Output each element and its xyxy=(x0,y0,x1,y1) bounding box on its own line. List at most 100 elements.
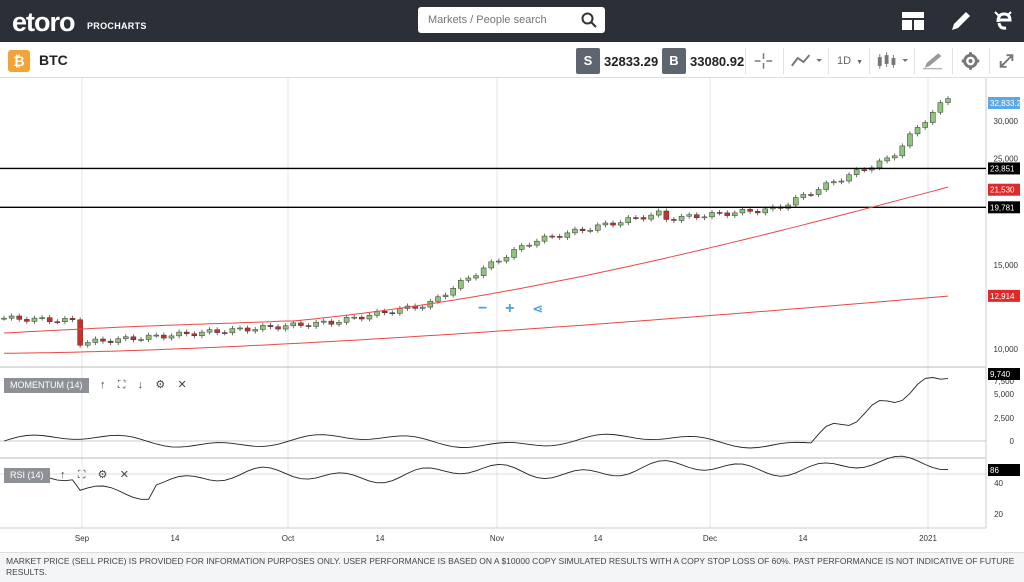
move-up-icon[interactable]: ↑ xyxy=(100,379,106,391)
candle xyxy=(663,210,670,220)
candle xyxy=(808,194,814,196)
candle xyxy=(244,327,251,332)
ma-tag-bg xyxy=(988,289,1020,302)
move-up-icon[interactable]: ↑ xyxy=(60,469,66,481)
candle xyxy=(823,182,829,190)
candle xyxy=(222,332,228,334)
line-tag-bg xyxy=(988,162,1020,175)
search-icon[interactable] xyxy=(580,11,598,29)
candle xyxy=(389,312,396,314)
rsi-tag-bg xyxy=(988,464,1020,476)
candle xyxy=(77,319,83,346)
candle xyxy=(107,340,114,343)
candle xyxy=(534,240,540,246)
crosshair-icon[interactable] xyxy=(745,48,781,74)
candle xyxy=(549,235,555,238)
etoro-e-icon[interactable] xyxy=(990,8,1016,34)
candle xyxy=(800,194,807,198)
candle xyxy=(724,212,730,216)
candle xyxy=(694,214,700,218)
candle xyxy=(328,320,335,325)
close-icon[interactable]: ✕ xyxy=(177,379,187,391)
candle xyxy=(397,308,403,314)
y-axis-label: 30,000 xyxy=(994,117,1019,126)
x-axis-label: 14 xyxy=(171,534,180,543)
buy-price[interactable]: B 33080.92 xyxy=(662,48,744,74)
indicators-icon[interactable] xyxy=(869,48,913,74)
candle xyxy=(465,277,472,281)
zoom-in-button[interactable]: + xyxy=(505,300,515,317)
candle xyxy=(655,210,662,216)
candle xyxy=(937,102,944,113)
candle xyxy=(84,342,91,346)
last-price-tag-bg xyxy=(988,97,1020,109)
x-axis-label: Sep xyxy=(75,534,90,543)
candle xyxy=(206,329,213,333)
gear-icon[interactable]: ⚙ xyxy=(155,379,166,391)
candle xyxy=(176,331,182,337)
maximize-icon[interactable]: ⛶ xyxy=(77,469,86,481)
candle xyxy=(31,317,38,322)
candle xyxy=(891,155,898,159)
candle xyxy=(191,333,198,337)
fullscreen-icon[interactable] xyxy=(989,48,1024,74)
layout-icon[interactable] xyxy=(900,8,926,34)
maximize-icon[interactable]: ⛶ xyxy=(117,379,126,391)
ma-tag-bg xyxy=(988,183,1020,196)
settings-icon[interactable] xyxy=(952,48,988,74)
candle xyxy=(792,197,799,206)
etoro-logo[interactable]: etoro xyxy=(12,7,75,37)
gear-icon[interactable]: ⚙ xyxy=(97,469,108,481)
candle xyxy=(617,222,624,226)
candle xyxy=(138,339,144,341)
candle xyxy=(92,338,99,343)
candle xyxy=(945,98,951,103)
disclaimer: MARKET PRICE (SELL PRICE) IS PROVIDED FO… xyxy=(0,552,1024,582)
move-down-icon[interactable]: ↓ xyxy=(137,379,144,391)
candle xyxy=(229,328,236,334)
candle xyxy=(846,174,852,182)
candle xyxy=(610,222,616,226)
top-bar: etoro PROCHARTS xyxy=(0,0,1024,42)
pencil-icon[interactable] xyxy=(948,8,974,34)
momentum-axis-label: 7,500 xyxy=(994,377,1015,386)
close-icon[interactable]: ✕ xyxy=(119,469,129,481)
candle xyxy=(359,316,365,320)
zoom-out-button[interactable]: − xyxy=(478,300,488,317)
candle xyxy=(24,319,30,322)
chart-type-icon[interactable] xyxy=(783,48,827,74)
moving-average-line xyxy=(4,295,949,354)
candle xyxy=(115,338,121,343)
candle xyxy=(123,336,129,339)
rsi-label[interactable]: RSI (14) xyxy=(4,468,50,483)
candle xyxy=(473,275,479,279)
candle xyxy=(602,222,609,226)
momentum-label[interactable]: MOMENTUM (14) xyxy=(4,378,89,393)
candle xyxy=(366,315,373,320)
candle xyxy=(754,211,761,214)
drawing-tools-icon[interactable] xyxy=(914,48,952,74)
x-axis-label: 14 xyxy=(594,534,603,543)
price-chart[interactable]: 30,000 25,000 15,000 10,000 32,833.29 23,851 2… xyxy=(0,78,1024,552)
candle xyxy=(716,212,723,214)
x-axis-label: 14 xyxy=(799,534,808,543)
candle xyxy=(199,331,205,337)
candle xyxy=(541,235,548,242)
chart-area[interactable]: 30,000 25,000 15,000 10,000 32,833.29 23,851 2… xyxy=(0,78,1024,552)
candle xyxy=(260,325,266,330)
x-axis-label: Nov xyxy=(490,534,504,543)
procharts-label: PROCHARTS xyxy=(87,21,147,31)
x-axis-label: Dec xyxy=(703,534,717,543)
search-input[interactable] xyxy=(418,7,605,33)
share-icon[interactable]: ⋖ xyxy=(532,301,544,316)
momentum-axis-label: 2,500 xyxy=(994,414,1015,423)
candle xyxy=(237,327,243,330)
candle xyxy=(503,257,510,262)
candle xyxy=(305,325,312,327)
candle xyxy=(853,169,860,175)
candle xyxy=(678,215,685,221)
rsi-axis-label: 20 xyxy=(994,510,1003,519)
sell-price[interactable]: S 32833.29 xyxy=(576,48,658,74)
line-tag-bg xyxy=(988,201,1020,214)
timeframe-selector[interactable]: 1D ▼ xyxy=(828,48,868,74)
